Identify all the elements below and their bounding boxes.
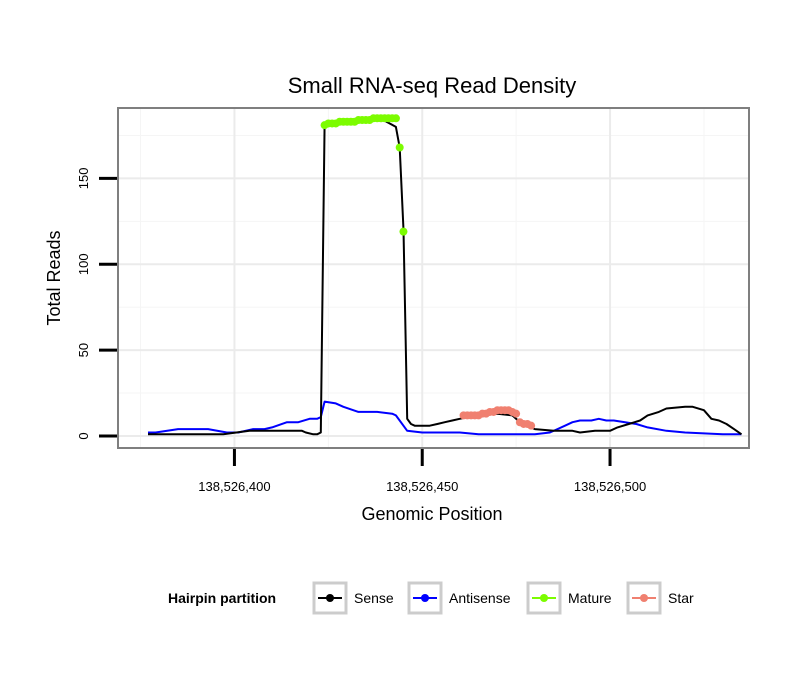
y-tick-label: 0 — [76, 432, 91, 439]
plot-border — [117, 107, 750, 449]
legend-label: Sense — [354, 590, 394, 606]
data-point-mature — [395, 143, 404, 152]
data-point-mature — [391, 114, 400, 123]
x-axis: 138,526,400 138,526,450 138,526,500 — [198, 449, 646, 494]
legend-item-sense: Sense — [312, 581, 394, 615]
series-line-antisense — [148, 400, 742, 436]
legend-label: Star — [668, 590, 694, 606]
y-tick-label: 150 — [76, 168, 91, 190]
y-tick-label: 100 — [76, 253, 91, 275]
legend-label: Mature — [568, 590, 612, 606]
legend-key-point — [640, 594, 648, 602]
data-point-mature — [399, 227, 408, 236]
legend: Hairpin partition Sense Antisense Mature St… — [168, 581, 694, 615]
legend-item-star: Star — [626, 581, 694, 615]
legend-label: Antisense — [449, 590, 511, 606]
chart-title: Small RNA-seq Read Density — [288, 73, 577, 98]
y-tick-label: 50 — [76, 343, 91, 357]
legend-key-point — [326, 594, 334, 602]
series-layer — [148, 114, 743, 436]
legend-title: Hairpin partition — [168, 590, 276, 606]
legend-item-mature: Mature — [526, 581, 612, 615]
x-tick-label: 138,526,450 — [386, 479, 458, 494]
data-point-star — [512, 409, 521, 418]
legend-key-point — [421, 594, 429, 602]
x-tick-label: 138,526,500 — [574, 479, 646, 494]
legend-item-antisense: Antisense — [407, 581, 511, 615]
x-axis-title: Genomic Position — [361, 504, 502, 524]
y-axis-title: Total Reads — [44, 230, 64, 325]
plot-panel — [118, 108, 749, 448]
legend-key-point — [540, 594, 548, 602]
data-point-star — [527, 421, 536, 430]
x-tick-label: 138,526,400 — [198, 479, 270, 494]
grid — [118, 108, 749, 448]
y-axis: 0 50 100 150 — [76, 168, 117, 440]
legend-entries: Sense Antisense Mature Star — [312, 581, 694, 615]
